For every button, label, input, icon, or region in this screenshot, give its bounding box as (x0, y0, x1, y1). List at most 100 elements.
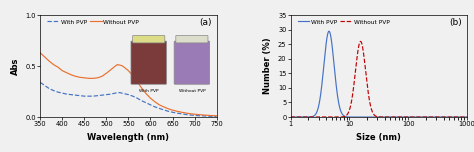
Without PVP (174, 110, 180, 112)
Without PVP (91, 77, 96, 79)
Without PVP (196, 114, 202, 116)
With PVP (191, 114, 197, 116)
Without PVP (201, 114, 206, 116)
With PVP (91, 95, 96, 97)
With PVP (152, 106, 158, 108)
With PVP (68, 94, 74, 96)
Line: With PVP: With PVP (40, 82, 217, 116)
Line: With PVP: With PVP (291, 31, 467, 117)
Without PVP (165, 108, 171, 110)
With PVP (112, 92, 118, 94)
Without PVP (126, 70, 131, 72)
Without PVP (461, 116, 466, 118)
Without PVP (103, 72, 109, 74)
With PVP (95, 95, 100, 97)
With PVP (205, 115, 210, 117)
Without PVP (358, 40, 364, 42)
Without PVP (99, 75, 105, 77)
Without PVP (121, 66, 127, 68)
Without PVP (77, 76, 83, 78)
With PVP (461, 116, 466, 118)
Line: Without PVP: Without PVP (291, 41, 467, 117)
With PVP (161, 109, 166, 111)
With PVP (64, 93, 70, 95)
Without PVP (442, 116, 447, 118)
Without PVP (152, 101, 158, 103)
Without PVP (205, 114, 210, 116)
Without PVP (308, 116, 314, 118)
With PVP (187, 114, 193, 116)
With PVP (121, 93, 127, 95)
Without PVP (191, 113, 197, 115)
X-axis label: Wavelength (nm): Wavelength (nm) (87, 133, 169, 142)
Without PVP (143, 93, 149, 95)
Legend: With PVP, Without PVP: With PVP, Without PVP (45, 17, 142, 27)
Text: (a): (a) (199, 18, 211, 27)
Without PVP (170, 109, 175, 111)
Without PVP (156, 104, 162, 106)
Legend: With PVP, Without PVP: With PVP, Without PVP (295, 17, 392, 27)
Line: Without PVP: Without PVP (40, 53, 217, 116)
With PVP (201, 115, 206, 117)
With PVP (196, 115, 202, 117)
With PVP (117, 92, 122, 93)
With PVP (319, 90, 324, 91)
Without PVP (95, 77, 100, 79)
With PVP (179, 113, 184, 115)
Without PVP (112, 65, 118, 67)
With PVP (326, 30, 332, 32)
Without PVP (55, 66, 61, 68)
Without PVP (363, 73, 369, 74)
With PVP (363, 116, 369, 118)
Without PVP (117, 64, 122, 66)
Text: (b): (b) (449, 18, 462, 27)
With PVP (51, 90, 56, 92)
Without PVP (115, 64, 120, 66)
Without PVP (108, 69, 114, 71)
Without PVP (147, 97, 153, 99)
Without PVP (37, 52, 43, 54)
With PVP (46, 88, 52, 89)
With PVP (139, 100, 145, 102)
With PVP (55, 91, 61, 93)
Without PVP (86, 77, 91, 79)
With PVP (135, 97, 140, 99)
With PVP (130, 95, 136, 97)
Without PVP (183, 112, 189, 114)
With PVP (126, 94, 131, 96)
Without PVP (46, 60, 52, 62)
Without PVP (139, 87, 145, 89)
Without PVP (187, 113, 193, 115)
With PVP (77, 95, 83, 97)
With PVP (464, 116, 470, 118)
With PVP (442, 116, 447, 118)
Without PVP (214, 115, 219, 117)
Without PVP (161, 106, 166, 108)
X-axis label: Size (nm): Size (nm) (356, 133, 401, 142)
With PVP (73, 94, 78, 96)
Without PVP (59, 70, 65, 72)
Without PVP (82, 77, 87, 79)
With PVP (210, 115, 215, 117)
With PVP (99, 94, 105, 96)
With PVP (86, 95, 91, 97)
Without PVP (51, 64, 56, 66)
Without PVP (42, 56, 47, 58)
Without PVP (135, 81, 140, 83)
With PVP (183, 114, 189, 115)
Y-axis label: Number (%): Number (%) (264, 38, 273, 94)
With PVP (108, 93, 114, 95)
With PVP (103, 94, 109, 96)
With PVP (59, 92, 65, 94)
Without PVP (68, 74, 74, 76)
With PVP (170, 111, 175, 113)
Y-axis label: Abs: Abs (11, 57, 20, 75)
With PVP (165, 110, 171, 112)
With PVP (288, 116, 293, 118)
Without PVP (319, 116, 324, 118)
With PVP (174, 112, 180, 114)
Without PVP (464, 116, 470, 118)
With PVP (147, 104, 153, 106)
With PVP (156, 107, 162, 109)
Without PVP (130, 75, 136, 77)
